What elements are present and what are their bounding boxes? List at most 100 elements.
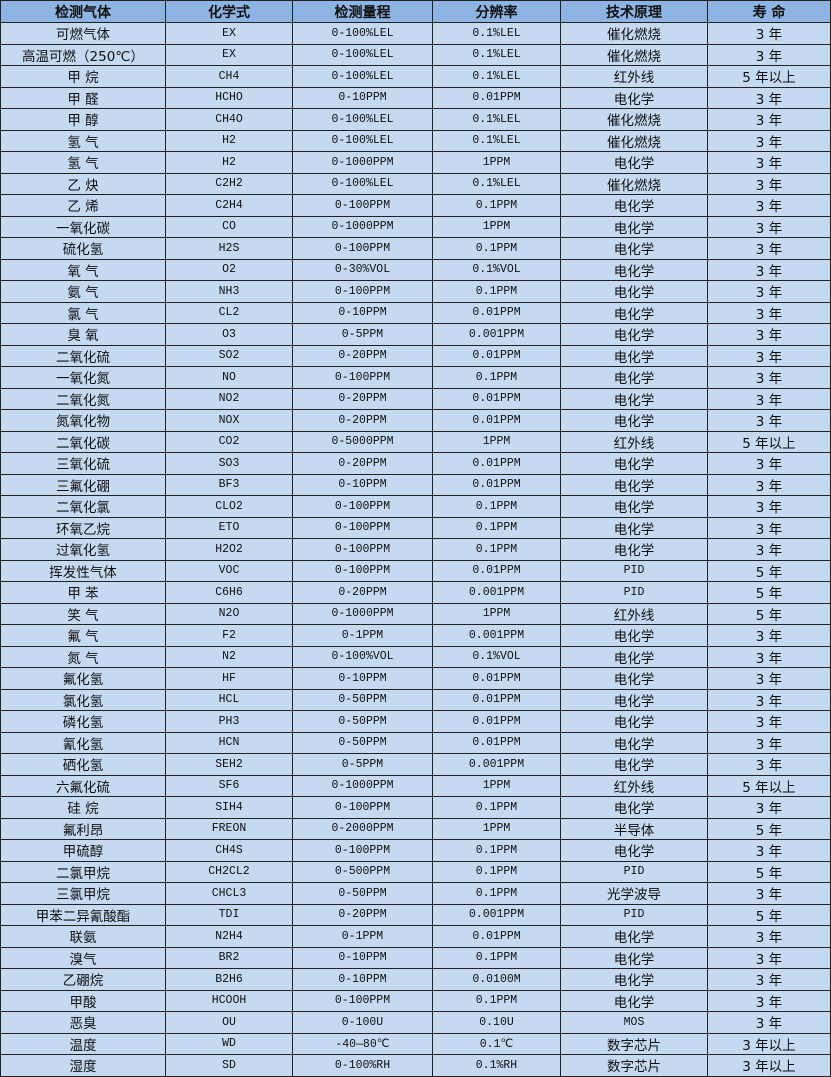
- table-row: 甲 烷 CH4 0-100%LEL 0.1%LEL 红外线 5 年以上: [0, 65, 831, 88]
- principle-cell: 数字芯片: [560, 1054, 708, 1077]
- table-row: 湿度 SD 0-100%RH 0.1%RH 数字芯片 3 年以上: [0, 1054, 831, 1077]
- table-row: 二氧化氯 CLO2 0-100PPM 0.1PPM 电化学 3 年: [0, 495, 831, 518]
- table-row: 二氧化硫 SO2 0-20PPM 0.01PPM 电化学 3 年: [0, 344, 831, 367]
- resolution-cell: 0.1PPM: [432, 860, 561, 883]
- gas-name-cell: 过氧化氢: [0, 538, 166, 561]
- resolution-cell: 0.1PPM: [432, 989, 561, 1012]
- principle-cell: 电化学: [560, 280, 708, 303]
- resolution-cell: 0.01PPM: [432, 387, 561, 410]
- gas-name-cell: 甲硫醇: [0, 839, 166, 862]
- resolution-cell: 0.01PPM: [432, 731, 561, 754]
- gas-name-cell: 二氧化氮: [0, 387, 166, 410]
- formula-cell: CH4O: [165, 108, 293, 131]
- resolution-cell: 0.01PPM: [432, 344, 561, 367]
- resolution-cell: 0.1PPM: [432, 839, 561, 862]
- range-cell: 0-100PPM: [292, 839, 433, 862]
- principle-cell: 催化燃烧: [560, 22, 708, 45]
- table-row: 氮 气 N2 0-100%VOL 0.1%VOL 电化学 3 年: [0, 645, 831, 668]
- range-cell: 0-10PPM: [292, 301, 433, 324]
- range-cell: 0-20PPM: [292, 387, 433, 410]
- resolution-cell: 0.0100M: [432, 968, 561, 991]
- range-cell: 0-100%LEL: [292, 65, 433, 88]
- lifetime-cell: 3 年: [707, 409, 831, 432]
- gas-name-cell: 氰化氢: [0, 731, 166, 754]
- range-cell: 0-30%VOL: [292, 258, 433, 281]
- resolution-cell: 0.1%VOL: [432, 645, 561, 668]
- resolution-cell: 0.01PPM: [432, 301, 561, 324]
- range-cell: 0-100%VOL: [292, 645, 433, 668]
- resolution-cell: 1PPM: [432, 774, 561, 797]
- lifetime-cell: 3 年: [707, 151, 831, 174]
- lifetime-cell: 3 年: [707, 473, 831, 496]
- gas-name-cell: 乙硼烷: [0, 968, 166, 991]
- principle-cell: 电化学: [560, 344, 708, 367]
- gas-name-cell: 笑 气: [0, 602, 166, 625]
- table-row: 乙 烯 C2H4 0-100PPM 0.1PPM 电化学 3 年: [0, 194, 831, 217]
- lifetime-cell: 3 年: [707, 710, 831, 733]
- range-cell: 0-100PPM: [292, 559, 433, 582]
- resolution-cell: 0.1℃: [432, 1032, 561, 1055]
- header-principle: 技术原理: [560, 0, 708, 23]
- lifetime-cell: 3 年: [707, 989, 831, 1012]
- range-cell: 0-1PPM: [292, 624, 433, 647]
- gas-name-cell: 氮 气: [0, 645, 166, 668]
- formula-cell: HCN: [165, 731, 293, 754]
- principle-cell: 电化学: [560, 366, 708, 389]
- resolution-cell: 0.1PPM: [432, 495, 561, 518]
- resolution-cell: 0.001PPM: [432, 323, 561, 346]
- table-row: 臭 氧 O3 0-5PPM 0.001PPM 电化学 3 年: [0, 323, 831, 346]
- lifetime-cell: 3 年: [707, 796, 831, 819]
- table-row: 可燃气体 EX 0-100%LEL 0.1%LEL 催化燃烧 3 年: [0, 22, 831, 45]
- principle-cell: 催化燃烧: [560, 129, 708, 152]
- formula-cell: C2H2: [165, 172, 293, 195]
- formula-cell: H2: [165, 151, 293, 174]
- principle-cell: 电化学: [560, 645, 708, 668]
- resolution-cell: 0.01PPM: [432, 409, 561, 432]
- principle-cell: 电化学: [560, 215, 708, 238]
- range-cell: 0-20PPM: [292, 581, 433, 604]
- resolution-cell: 0.1PPM: [432, 516, 561, 539]
- range-cell: 0-100PPM: [292, 538, 433, 561]
- principle-cell: 电化学: [560, 194, 708, 217]
- lifetime-cell: 3 年: [707, 344, 831, 367]
- range-cell: 0-1PPM: [292, 925, 433, 948]
- range-cell: 0-1000PPM: [292, 602, 433, 625]
- principle-cell: 催化燃烧: [560, 108, 708, 131]
- range-cell: 0-100PPM: [292, 989, 433, 1012]
- principle-cell: 电化学: [560, 151, 708, 174]
- principle-cell: 电化学: [560, 731, 708, 754]
- principle-cell: 电化学: [560, 925, 708, 948]
- resolution-cell: 0.1%LEL: [432, 65, 561, 88]
- lifetime-cell: 3 年: [707, 1011, 831, 1034]
- principle-cell: PID: [560, 581, 708, 604]
- header-range: 检测量程: [292, 0, 433, 23]
- formula-cell: SIH4: [165, 796, 293, 819]
- formula-cell: BF3: [165, 473, 293, 496]
- table-row: 三氯甲烷 CHCL3 0-50PPM 0.1PPM 光学波导 3 年: [0, 882, 831, 905]
- range-cell: 0-20PPM: [292, 452, 433, 475]
- resolution-cell: 0.01PPM: [432, 452, 561, 475]
- formula-cell: WD: [165, 1032, 293, 1055]
- range-cell: 0-100PPM: [292, 796, 433, 819]
- lifetime-cell: 3 年: [707, 839, 831, 862]
- lifetime-cell: 3 年: [707, 753, 831, 776]
- table-row: 乙硼烷 B2H6 0-10PPM 0.0100M 电化学 3 年: [0, 968, 831, 991]
- gas-name-cell: 湿度: [0, 1054, 166, 1077]
- range-cell: 0-100PPM: [292, 194, 433, 217]
- gas-name-cell: 氨 气: [0, 280, 166, 303]
- gas-name-cell: 三氯甲烷: [0, 882, 166, 905]
- principle-cell: 电化学: [560, 516, 708, 539]
- lifetime-cell: 3 年: [707, 688, 831, 711]
- resolution-cell: 0.1PPM: [432, 946, 561, 969]
- table-row: 笑 气 N2O 0-1000PPM 1PPM 红外线 5 年: [0, 602, 831, 625]
- formula-cell: FREON: [165, 817, 293, 840]
- formula-cell: CO2: [165, 430, 293, 453]
- gas-name-cell: 二氧化氯: [0, 495, 166, 518]
- principle-cell: 电化学: [560, 989, 708, 1012]
- principle-cell: 电化学: [560, 667, 708, 690]
- gas-name-cell: 挥发性气体: [0, 559, 166, 582]
- principle-cell: MOS: [560, 1011, 708, 1034]
- principle-cell: 红外线: [560, 774, 708, 797]
- resolution-cell: 0.001PPM: [432, 753, 561, 776]
